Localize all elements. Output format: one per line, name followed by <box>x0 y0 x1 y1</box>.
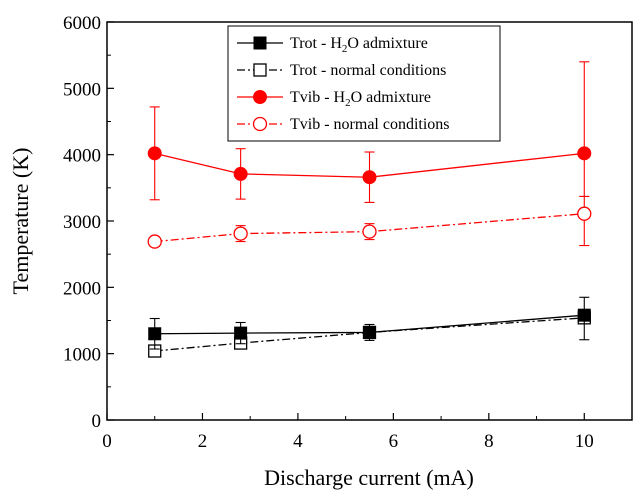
data-point <box>147 234 162 249</box>
data-point <box>253 63 267 77</box>
legend-label: Tvib - normal conditions <box>290 116 450 133</box>
y-tick-label: 1000 <box>63 345 101 366</box>
data-point <box>253 90 267 104</box>
data-point <box>577 146 592 161</box>
legend-label-sub: 2 <box>342 43 348 55</box>
x-tick-label: 6 <box>389 431 399 452</box>
y-tick-label: 6000 <box>63 13 101 34</box>
series-line <box>154 152 585 178</box>
x-tick-label: 10 <box>575 431 594 452</box>
legend-sample <box>237 63 283 77</box>
legend-label: Trot - H2O admixture <box>290 35 428 55</box>
x-axis-title: Discharge current (mA) <box>264 465 474 490</box>
data-point <box>253 36 267 50</box>
series-2 <box>147 61 592 203</box>
x-axis: 0 2 4 6 8 10 <box>102 413 594 452</box>
data-point <box>252 116 268 132</box>
y-tick-label: 2000 <box>63 278 101 299</box>
legend-label-part: Trot - H <box>290 35 342 52</box>
legend: Trot - H2O admixture Trot - normal condi… <box>227 25 501 142</box>
legend-label: Tvib - H2O admixture <box>290 89 431 109</box>
series-3 <box>147 195 592 249</box>
data-point <box>363 325 376 339</box>
x-tick-label: 8 <box>484 431 494 452</box>
data-point <box>362 224 377 239</box>
series-line <box>154 314 585 335</box>
data-point <box>577 206 592 221</box>
series-line <box>154 317 585 352</box>
legend-label-sub: 2 <box>345 97 351 109</box>
y-axis: 0 1000 2000 3000 4000 5000 6000 <box>63 13 114 432</box>
plot-area <box>147 61 592 358</box>
data-point <box>147 146 162 161</box>
x-tick-label: 2 <box>198 431 208 452</box>
data-point <box>234 326 248 340</box>
data-point <box>148 327 162 341</box>
legend-label: Trot - normal conditions <box>290 62 446 79</box>
legend-entry-tvib-normal: Tvib - normal conditions <box>237 116 450 133</box>
y-axis-title: Temperature (K) <box>8 148 33 295</box>
legend-entry-trot-normal: Trot - normal conditions <box>237 62 446 79</box>
data-point <box>362 170 377 185</box>
data-point <box>233 226 248 241</box>
y-tick-label: 4000 <box>63 146 101 167</box>
y-tick-label: 5000 <box>63 79 101 100</box>
y-tick-label: 0 <box>92 411 102 432</box>
legend-label-part: O admixture <box>351 89 431 106</box>
series-0 <box>148 296 591 350</box>
legend-sample <box>237 36 283 50</box>
data-point <box>233 166 248 181</box>
y-tick-label: 3000 <box>63 212 101 233</box>
data-point <box>577 308 591 322</box>
legend-sample <box>237 116 283 132</box>
x-tick-label: 4 <box>293 431 303 452</box>
legend-entry-tvib-h2o: Tvib - H2O admixture <box>237 89 431 109</box>
legend-box <box>227 25 501 142</box>
legend-label-part: Tvib - H <box>290 89 346 106</box>
x-tick-label: 0 <box>102 431 112 452</box>
legend-entry-trot-h2o: Trot - H2O admixture <box>237 35 428 55</box>
legend-sample <box>237 90 283 104</box>
series-line <box>154 213 585 243</box>
legend-label-part: O admixture <box>347 35 427 52</box>
